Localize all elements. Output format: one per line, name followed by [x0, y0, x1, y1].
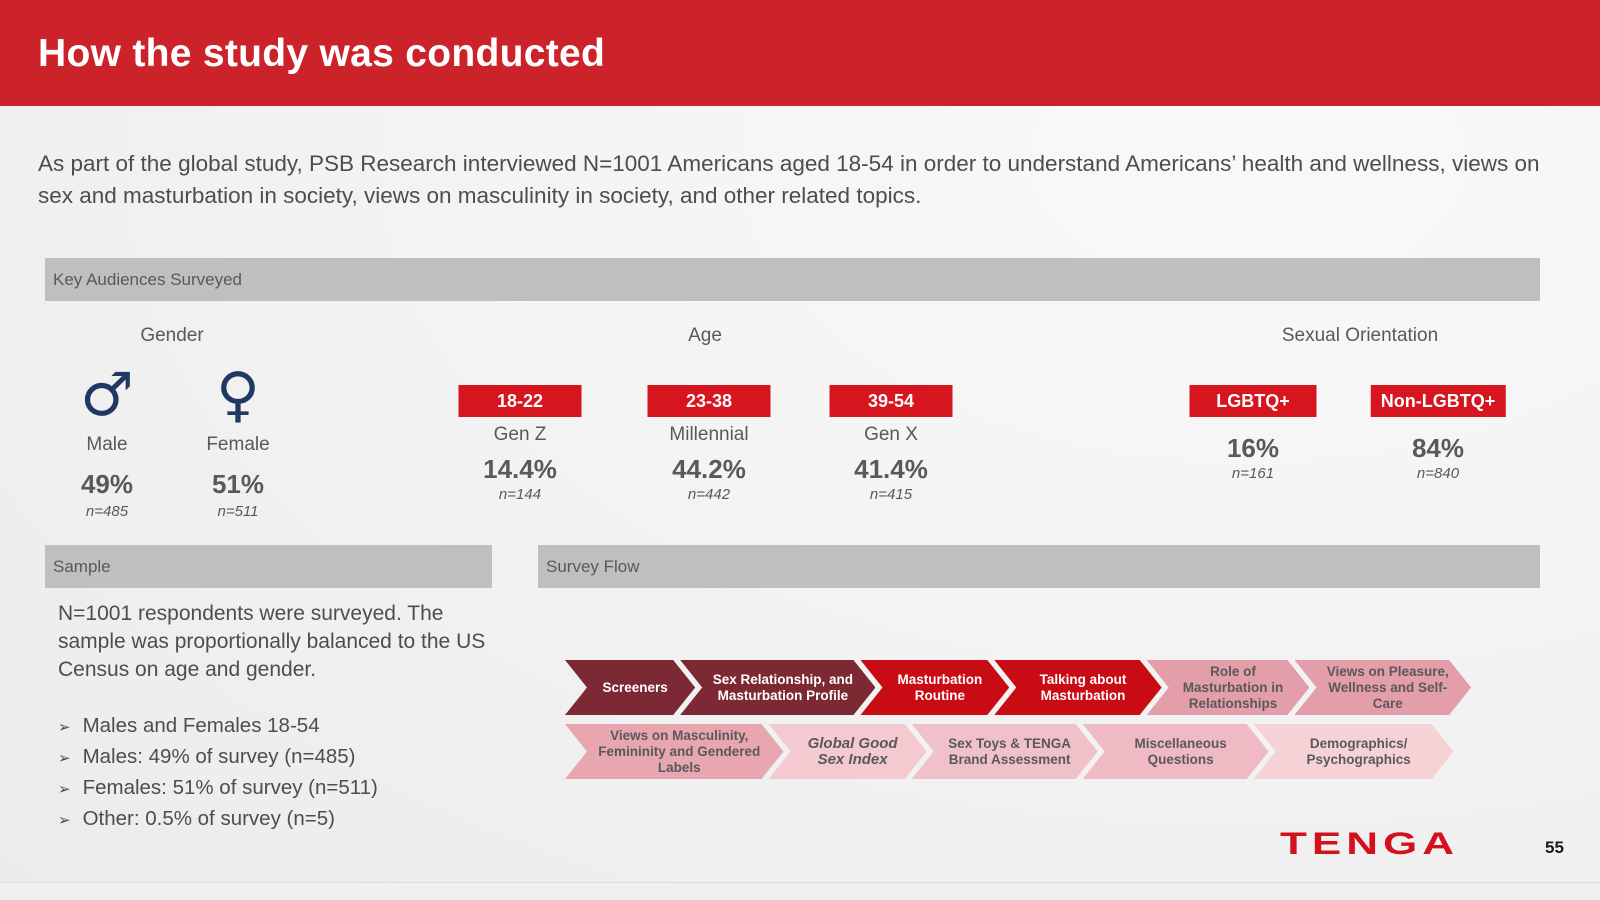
page-number: 55	[1545, 838, 1564, 857]
age-badge-39-54: 39-54	[829, 385, 953, 417]
age-badge-18-22: 18-22	[458, 385, 582, 417]
page-title: How the study was conducted	[38, 32, 606, 75]
female-sample-size: n=511	[217, 503, 259, 520]
genz-sample-size: n=144	[498, 486, 542, 503]
flow-step-views-on-pleasure: Views on Pleasure, Wellness and Self-Car…	[1294, 660, 1471, 715]
sample-bullet-text: Males: 49% of survey (n=485)	[82, 745, 356, 768]
survey-flow-row-1: Screeners Sex Relationship, and Masturba…	[565, 660, 1495, 715]
gender-stat-male: ♂ Male 49% n=485	[80, 360, 134, 520]
sample-bullet-item: ➢ Other: 0.5% of survey (n=5)	[58, 804, 518, 835]
arrow-bullet-icon: ➢	[58, 780, 71, 798]
non-lgbtq-percentage: 84%	[1411, 433, 1465, 463]
sample-section-header: Sample	[45, 545, 492, 588]
sample-bullet-item: ➢ Females: 51% of survey (n=511)	[58, 773, 518, 804]
male-sample-size: n=485	[85, 503, 129, 520]
female-icon: ♀	[216, 360, 260, 430]
millennial-percentage: 44.2%	[672, 454, 746, 484]
female-percentage: 51%	[211, 469, 265, 499]
header-bar: How the study was conducted	[0, 0, 1600, 106]
arrow-bullet-icon: ➢	[58, 749, 71, 767]
sample-bullet-list: ➢ Males and Females 18-54 ➢ Males: 49% o…	[58, 711, 518, 835]
orientation-stat-lgbtq: LGBTQ+ 16% n=161	[1189, 385, 1317, 482]
flow-step-views-on-masculinity: Views on Masculinity, Femininity and Gen…	[565, 724, 784, 779]
lgbtq-percentage: 16%	[1226, 433, 1280, 463]
slide-bottom-edge	[0, 882, 1600, 900]
intro-paragraph: As part of the global study, PSB Researc…	[38, 151, 1540, 208]
gender-group-label: Gender	[140, 325, 204, 346]
flow-step-global-good-sex-index: Global Good Sex Index	[769, 724, 927, 779]
sample-bullet-item: ➢ Males and Females 18-54	[58, 711, 518, 742]
sexual-orientation-group-label: Sexual Orientation	[1281, 325, 1439, 346]
flow-step-role-of-masturbation: Role of Masturbation in Relationships	[1147, 660, 1310, 715]
age-stat-millennial: 23-38 Millennial 44.2% n=442	[647, 385, 771, 503]
lgbtq-sample-size: n=161	[1231, 465, 1275, 482]
genz-percentage: 14.4%	[483, 454, 557, 484]
male-label: Male	[86, 434, 128, 455]
sample-description: N=1001 respondents were surveyed. The sa…	[58, 602, 486, 681]
genz-label: Gen Z	[493, 424, 547, 445]
non-lgbtq-badge: Non-LGBTQ+	[1370, 385, 1506, 417]
genx-percentage: 41.4%	[854, 454, 928, 484]
tenga-logo: TENGA	[1280, 826, 1459, 862]
survey-flow-row-2: Views on Masculinity, Femininity and Gen…	[565, 724, 1495, 779]
arrow-bullet-icon: ➢	[58, 718, 71, 736]
arrow-bullet-icon: ➢	[58, 811, 71, 829]
age-badge-23-38: 23-38	[647, 385, 771, 417]
sample-bullet-text: Other: 0.5% of survey (n=5)	[82, 807, 335, 830]
lgbtq-badge: LGBTQ+	[1189, 385, 1317, 417]
flow-step-masturbation-routine: Masturbation Routine	[860, 660, 1009, 715]
gender-stat-female: ♀ Female 51% n=511	[206, 360, 269, 520]
flow-step-sex-relationship-masturbation-profile: Sex Relationship, and Masturbation Profi…	[680, 660, 875, 715]
genx-label: Gen X	[864, 424, 918, 445]
male-icon: ♂	[80, 360, 134, 430]
non-lgbtq-sample-size: n=840	[1416, 465, 1460, 482]
sample-bullet-text: Females: 51% of survey (n=511)	[82, 776, 378, 799]
flow-step-talking-about-masturbation: Talking about Masturbation	[994, 660, 1161, 715]
age-stat-genx: 39-54 Gen X 41.4% n=415	[829, 385, 953, 503]
flow-step-screeners: Screeners	[565, 660, 695, 715]
survey-flow-section-header: Survey Flow	[538, 545, 1540, 588]
age-group-label: Age	[688, 325, 722, 346]
orientation-stat-non-lgbtq: Non-LGBTQ+ 84% n=840	[1370, 385, 1506, 482]
age-stat-genz: 18-22 Gen Z 14.4% n=144	[458, 385, 582, 503]
flow-step-miscellaneous-questions: Miscellaneous Questions	[1083, 724, 1269, 779]
flow-step-sex-toys-tenga-brand: Sex Toys & TENGA Brand Assessment	[912, 724, 1098, 779]
millennial-label: Millennial	[669, 424, 749, 445]
female-label: Female	[206, 434, 270, 455]
genx-sample-size: n=415	[869, 486, 913, 503]
key-audiences-section-header: Key Audiences Surveyed	[45, 258, 1540, 301]
millennial-sample-size: n=442	[687, 486, 731, 503]
male-percentage: 49%	[80, 469, 134, 499]
flow-step-demographics-psychographics: Demographics/ Psychographics	[1254, 724, 1454, 779]
sample-bullet-text: Males and Females 18-54	[82, 714, 320, 737]
sample-bullet-item: ➢ Males: 49% of survey (n=485)	[58, 742, 518, 773]
